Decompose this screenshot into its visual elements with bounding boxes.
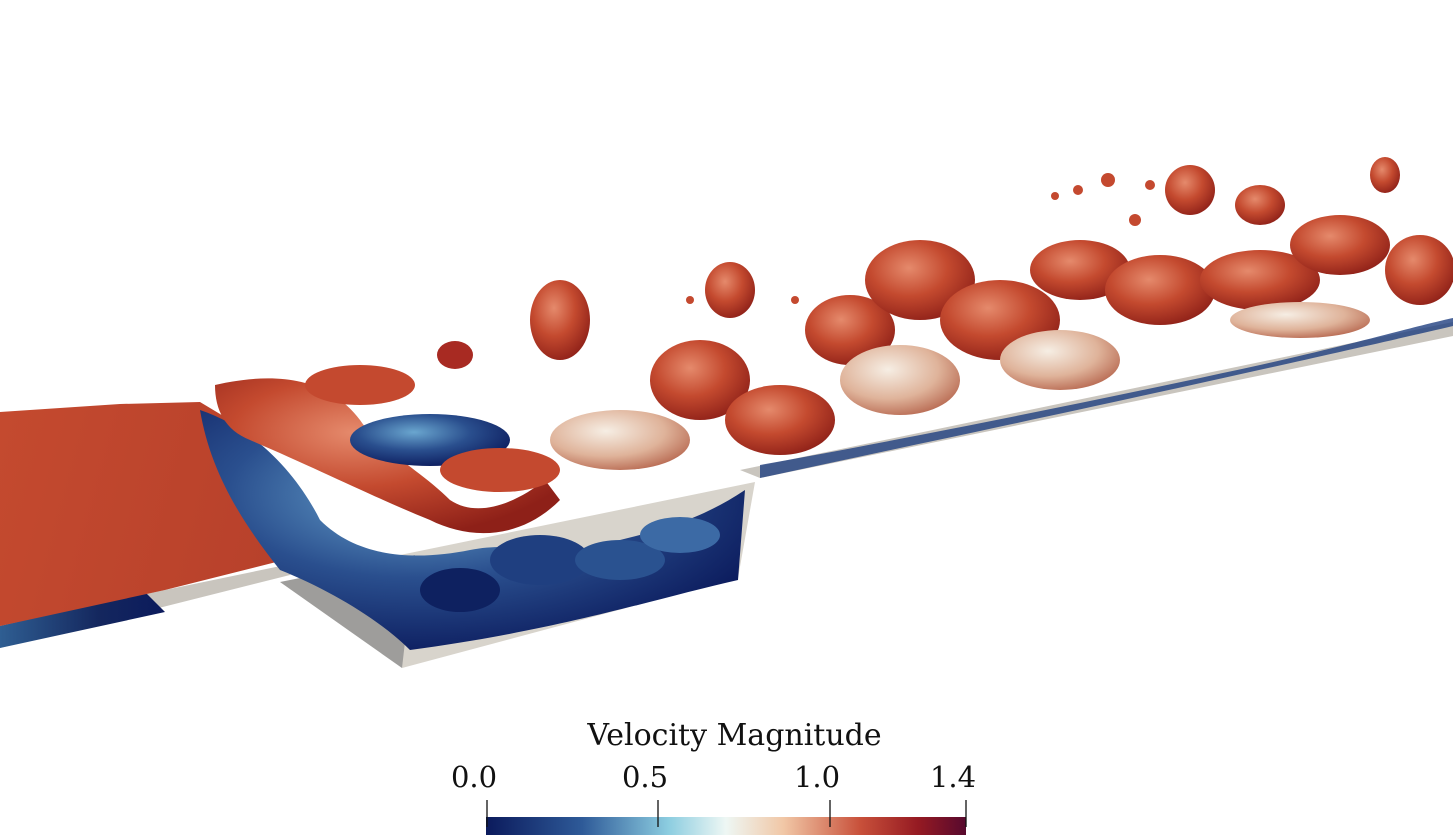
colorbar	[486, 800, 967, 835]
recirculation-blob	[200, 410, 745, 650]
colorbar-title: Velocity Magnitude	[587, 718, 882, 753]
inlet-edge-colored	[0, 592, 165, 648]
recirculation-region	[200, 410, 745, 650]
near-wall-streaks	[760, 318, 1453, 478]
colorbar-tick-label: 0.0	[450, 760, 498, 794]
colorbar-tick-label: 1.4	[929, 760, 977, 794]
vortex-structures	[215, 157, 1453, 534]
colorbar-tick-label: 0.5	[621, 760, 669, 794]
colorbar-gradient	[486, 817, 966, 835]
colorbar-tick-label: 1.0	[793, 760, 841, 794]
